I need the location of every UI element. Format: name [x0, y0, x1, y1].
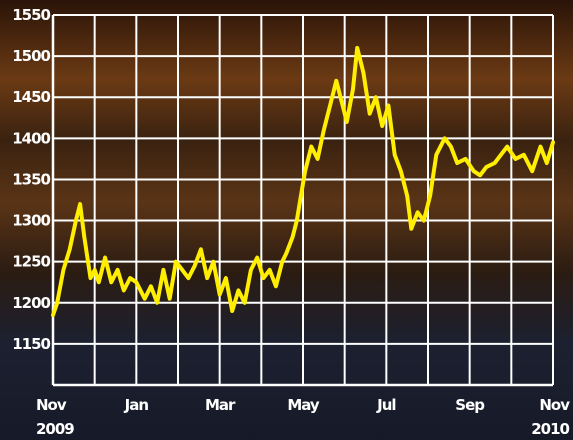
x-tick-label-0: Nov: [36, 396, 67, 414]
y-tick-label-1200: 1200: [12, 294, 50, 312]
x-tick-sublabel-0: 2009: [36, 420, 74, 438]
x-tick-label-5: Sep: [455, 396, 485, 414]
chart-grid: [52, 14, 554, 385]
chart-axes: [51, 15, 553, 387]
y-tick-label-1150: 1150: [12, 335, 50, 353]
x-tick-label-1: Jan: [124, 396, 149, 414]
x-tick-sublabel-6: 2010: [531, 420, 569, 438]
series-line: [51, 45, 555, 318]
y-tick-label-1300: 1300: [12, 212, 50, 230]
y-tick-label-1350: 1350: [12, 170, 50, 188]
y-tick-label-1400: 1400: [12, 129, 50, 147]
y-tick-label-1550: 1550: [12, 6, 50, 24]
x-tick-label-2: Mar: [205, 396, 236, 414]
y-tick-label-1450: 1450: [12, 88, 50, 106]
y-axis-tick-labels: 1150 1200 1250 1300 1350 1400 1450 1500 1550: [12, 6, 51, 353]
x-axis-tick-labels: Nov 2009 Jan Mar May Jul Sep Nov 2010: [36, 396, 571, 438]
y-tick-label-1500: 1500: [12, 47, 50, 65]
x-tick-label-3: May: [287, 396, 320, 414]
x-tick-label-4: Jul: [376, 396, 395, 414]
x-tick-label-6: Nov: [539, 396, 570, 414]
y-tick-label-1250: 1250: [12, 253, 50, 271]
